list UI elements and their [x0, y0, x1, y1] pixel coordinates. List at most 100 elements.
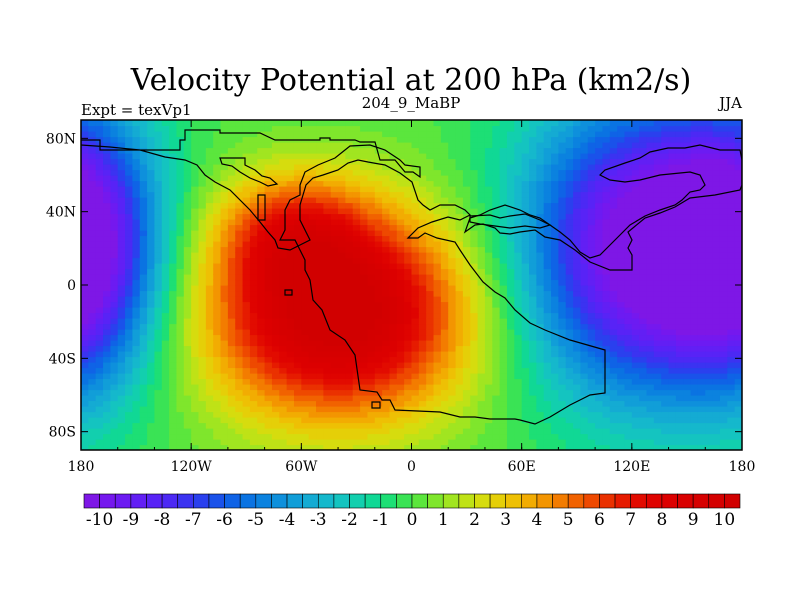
- field-cell: [587, 246, 596, 253]
- field-cell: [330, 202, 339, 209]
- field-cell: [367, 169, 376, 176]
- field-cell: [198, 235, 207, 242]
- field-cell: [529, 208, 537, 215]
- field-cell: [352, 120, 361, 127]
- field-cell: [286, 351, 295, 358]
- field-cell: [617, 318, 626, 325]
- field-cell: [602, 263, 611, 270]
- field-cell: [271, 384, 280, 391]
- field-cell: [249, 329, 258, 336]
- field-cell: [462, 422, 471, 429]
- field-cell: [639, 202, 648, 209]
- field-cell: [426, 136, 435, 143]
- field-cell: [360, 411, 369, 418]
- field-cell: [154, 417, 163, 424]
- field-cell: [462, 362, 471, 369]
- field-cell: [675, 373, 684, 380]
- field-cell: [286, 400, 295, 407]
- field-cell: [499, 433, 508, 440]
- field-cell: [551, 213, 559, 220]
- field-cell: [338, 356, 346, 363]
- field-cell: [595, 367, 604, 374]
- field-cell: [117, 389, 126, 396]
- field-cell: [609, 351, 618, 358]
- field-cell: [506, 296, 515, 303]
- field-cell: [367, 439, 376, 446]
- field-cell: [183, 318, 192, 325]
- field-cell: [484, 356, 493, 363]
- field-cell: [514, 274, 523, 281]
- field-cell: [683, 290, 692, 297]
- field-cell: [668, 125, 677, 132]
- field-cell: [279, 285, 288, 292]
- field-cell: [440, 351, 449, 358]
- field-cell: [374, 158, 383, 165]
- field-cell: [418, 395, 427, 402]
- field-cell: [492, 219, 501, 226]
- field-cell: [213, 136, 222, 143]
- field-cell: [477, 296, 486, 303]
- field-cell: [338, 400, 346, 407]
- field-cell: [690, 433, 699, 440]
- field-cell: [675, 230, 684, 237]
- field-cell: [426, 208, 435, 215]
- field-cell: [396, 329, 405, 336]
- field-cell: [367, 208, 376, 215]
- field-cell: [360, 367, 369, 374]
- field-cell: [264, 411, 273, 418]
- field-cell: [382, 263, 391, 270]
- field-cell: [595, 406, 604, 413]
- field-cell: [198, 279, 207, 286]
- field-cell: [352, 186, 361, 193]
- field-cell: [543, 378, 552, 385]
- field-cell: [81, 147, 89, 154]
- field-cell: [279, 411, 288, 418]
- field-cell: [345, 224, 354, 231]
- field-cell: [499, 334, 508, 341]
- field-cell: [624, 312, 633, 319]
- field-cell: [389, 186, 398, 193]
- field-cell: [631, 257, 640, 264]
- field-cell: [521, 263, 530, 270]
- field-cell: [506, 395, 515, 402]
- field-cell: [382, 153, 391, 160]
- field-cell: [308, 224, 317, 231]
- field-cell: [132, 246, 141, 253]
- field-cell: [411, 164, 420, 171]
- field-cell: [132, 241, 141, 248]
- field-cell: [595, 175, 604, 182]
- field-cell: [462, 411, 471, 418]
- field-cell: [411, 406, 420, 413]
- field-cell: [95, 378, 104, 385]
- field-cell: [117, 169, 126, 176]
- field-cell: [147, 186, 156, 193]
- field-cell: [345, 120, 354, 127]
- field-cell: [213, 395, 222, 402]
- field-cell: [301, 373, 310, 380]
- field-cell: [470, 290, 479, 297]
- field-cell: [551, 131, 559, 138]
- field-cell: [499, 252, 508, 259]
- field-cell: [316, 186, 324, 193]
- field-cell: [426, 444, 435, 450]
- field-cell: [462, 296, 471, 303]
- field-cell: [191, 400, 200, 407]
- field-cell: [198, 285, 207, 292]
- field-cell: [198, 230, 207, 237]
- field-cell: [103, 268, 111, 275]
- field-cell: [661, 164, 670, 171]
- field-cell: [279, 164, 288, 171]
- field-cell: [477, 351, 486, 358]
- field-cell: [213, 400, 222, 407]
- field-cell: [543, 252, 552, 259]
- field-cell: [668, 389, 677, 396]
- field-cell: [279, 345, 288, 352]
- field-cell: [661, 180, 670, 187]
- field-cell: [205, 279, 214, 286]
- field-cell: [374, 257, 383, 264]
- field-cell: [374, 213, 383, 220]
- field-cell: [492, 417, 501, 424]
- field-cell: [587, 125, 596, 132]
- field-cell: [271, 191, 280, 198]
- field-cell: [521, 136, 530, 143]
